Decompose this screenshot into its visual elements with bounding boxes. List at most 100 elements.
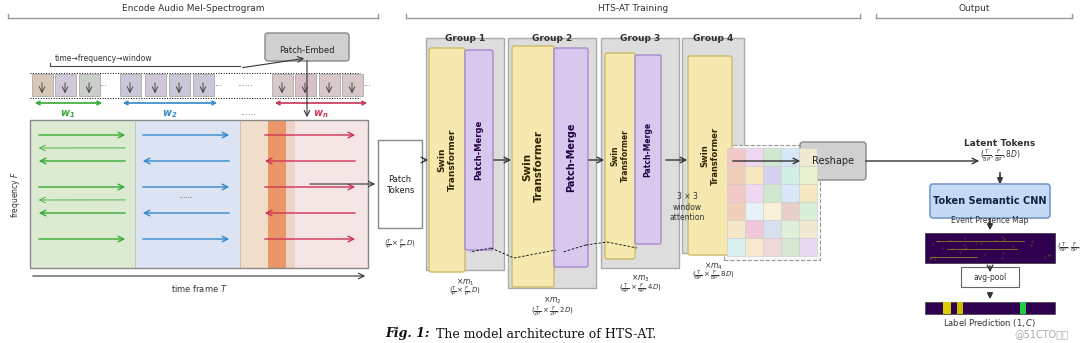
FancyBboxPatch shape xyxy=(800,142,866,180)
Text: Latent Tokens: Latent Tokens xyxy=(964,139,1036,148)
Bar xyxy=(745,202,762,220)
Text: ......: ...... xyxy=(238,80,253,88)
Bar xyxy=(286,120,368,268)
Text: ......: ...... xyxy=(240,108,256,117)
Bar xyxy=(727,238,745,256)
Text: $(\frac{T}{8P},\frac{F}{8P},C)$: $(\frac{T}{8P},\frac{F}{8P},C)$ xyxy=(1057,241,1080,255)
Bar xyxy=(727,202,745,220)
Text: $(\frac{T}{P}\times\frac{F}{P},D)$: $(\frac{T}{P}\times\frac{F}{P},D)$ xyxy=(449,285,481,299)
Text: Group 3: Group 3 xyxy=(620,34,660,43)
FancyBboxPatch shape xyxy=(465,50,492,250)
Bar xyxy=(762,238,781,256)
Bar xyxy=(799,202,816,220)
Bar xyxy=(799,238,816,256)
Bar xyxy=(55,74,76,96)
Bar xyxy=(135,120,240,268)
Text: Swin
Transformer: Swin Transformer xyxy=(700,127,719,185)
Text: $(\frac{T}{2P}\times\frac{F}{2P},2D)$: $(\frac{T}{2P}\times\frac{F}{2P},2D)$ xyxy=(530,305,573,319)
FancyBboxPatch shape xyxy=(961,267,1020,287)
Text: Token Semantic CNN: Token Semantic CNN xyxy=(933,196,1047,206)
Text: $\bfit{w}_1$: $\bfit{w}_1$ xyxy=(60,108,76,120)
Bar xyxy=(781,238,799,256)
Text: 3 × 3
window
attention: 3 × 3 window attention xyxy=(670,192,705,222)
Bar xyxy=(957,302,963,314)
Text: Reshape: Reshape xyxy=(812,156,854,166)
Text: Patch-Merge: Patch-Merge xyxy=(644,122,652,177)
Bar xyxy=(781,148,799,166)
FancyBboxPatch shape xyxy=(688,56,732,255)
Text: $\times m_1$: $\times m_1$ xyxy=(456,276,474,287)
Bar xyxy=(762,166,781,184)
Text: $\bfit{w}_2$: $\bfit{w}_2$ xyxy=(162,108,178,120)
Bar xyxy=(924,233,1055,263)
FancyBboxPatch shape xyxy=(265,33,349,61)
Bar xyxy=(799,220,816,238)
Text: $\times m_4$: $\times m_4$ xyxy=(703,260,723,272)
Text: Fig. 1:: Fig. 1: xyxy=(386,328,430,341)
FancyBboxPatch shape xyxy=(635,55,661,244)
Text: ...: ... xyxy=(99,80,107,88)
Text: $\bfit{w}_n$: $\bfit{w}_n$ xyxy=(313,108,328,120)
Bar xyxy=(168,74,190,96)
Text: Patch-Merge: Patch-Merge xyxy=(566,123,576,192)
Text: ...: ... xyxy=(214,80,221,88)
Text: HTS-AT Training: HTS-AT Training xyxy=(598,4,669,13)
Text: Group 2: Group 2 xyxy=(531,34,572,43)
Bar xyxy=(295,74,316,96)
Bar xyxy=(319,74,340,96)
Text: $(\frac{T}{8P},\frac{F}{8P},8D)$: $(\frac{T}{8P},\frac{F}{8P},8D)$ xyxy=(980,148,1021,164)
Bar xyxy=(781,202,799,220)
Bar xyxy=(762,220,781,238)
Bar xyxy=(762,202,781,220)
Bar xyxy=(600,38,679,268)
Text: Patch-Embed: Patch-Embed xyxy=(280,46,335,55)
Bar xyxy=(79,74,100,96)
Bar xyxy=(799,184,816,202)
Bar xyxy=(781,220,799,238)
Text: Patch
Tokens: Patch Tokens xyxy=(386,175,415,195)
Text: ...: ... xyxy=(363,80,370,88)
Bar xyxy=(745,166,762,184)
Bar xyxy=(727,148,745,166)
Text: Output: Output xyxy=(958,4,989,13)
Bar xyxy=(799,148,816,166)
Bar xyxy=(745,148,762,166)
FancyBboxPatch shape xyxy=(554,48,588,267)
Bar xyxy=(799,166,816,184)
Text: The model architecture of HTS-AT.: The model architecture of HTS-AT. xyxy=(432,328,657,341)
Text: avg-pool: avg-pool xyxy=(973,272,1007,282)
Text: Label Prediction $(1,C)$: Label Prediction $(1,C)$ xyxy=(944,317,1037,329)
Bar xyxy=(32,74,53,96)
Bar xyxy=(781,184,799,202)
Text: Group 1: Group 1 xyxy=(445,34,485,43)
Bar xyxy=(781,166,799,184)
Bar xyxy=(724,145,820,260)
Text: $(\frac{T}{4P}\times\frac{F}{4P},4D)$: $(\frac{T}{4P}\times\frac{F}{4P},4D)$ xyxy=(619,282,661,296)
Text: time frame $T$: time frame $T$ xyxy=(171,283,228,294)
Bar xyxy=(727,220,745,238)
Bar xyxy=(342,74,363,96)
Bar xyxy=(145,74,166,96)
Bar xyxy=(120,74,141,96)
Text: $\times m_2$: $\times m_2$ xyxy=(542,295,562,307)
Text: Swin
Transformer: Swin Transformer xyxy=(437,129,457,191)
Bar xyxy=(745,184,762,202)
Text: ......: ...... xyxy=(179,193,192,199)
Text: Group 4: Group 4 xyxy=(692,34,733,43)
Bar xyxy=(727,166,745,184)
Text: Swin
Transformer: Swin Transformer xyxy=(610,130,630,182)
Bar xyxy=(762,184,781,202)
Bar xyxy=(272,74,293,96)
FancyBboxPatch shape xyxy=(930,184,1050,218)
Bar xyxy=(745,220,762,238)
Bar xyxy=(268,120,286,268)
Bar xyxy=(193,74,214,96)
Bar xyxy=(426,38,504,270)
Text: Swin
Transformer: Swin Transformer xyxy=(523,130,544,202)
Bar xyxy=(30,120,368,268)
Text: $\times m_3$: $\times m_3$ xyxy=(631,273,649,284)
Text: Patch-Merge: Patch-Merge xyxy=(474,120,484,180)
Bar xyxy=(240,120,295,268)
FancyBboxPatch shape xyxy=(605,53,635,259)
Text: $(\frac{T}{P}\times\frac{F}{P},D)$: $(\frac{T}{P}\times\frac{F}{P},D)$ xyxy=(383,238,416,252)
